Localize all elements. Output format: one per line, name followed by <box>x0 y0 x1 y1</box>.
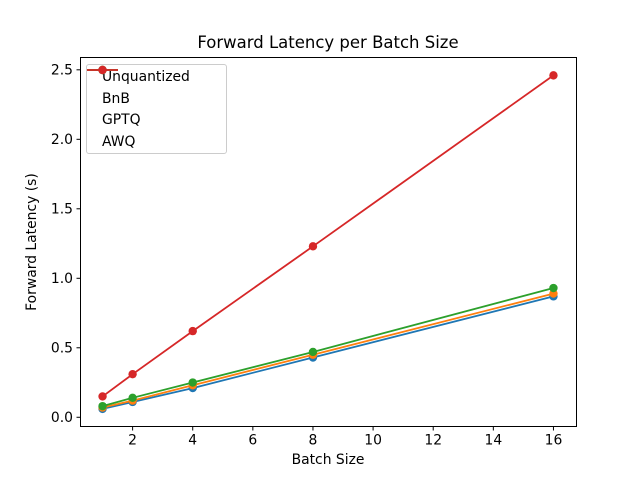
x-tick-label: 2 <box>128 433 137 449</box>
legend: Unquantized BnB GPTQ AWQ <box>86 64 227 154</box>
x-axis-label: Batch Size <box>291 452 365 468</box>
y-tick-label: 1.5 <box>51 202 73 218</box>
x-tick-label: 14 <box>484 433 502 449</box>
data-point-awq-16 <box>549 71 558 80</box>
chart-title: Forward Latency per Batch Size <box>197 33 459 52</box>
data-point-gptq-1 <box>98 401 107 411</box>
legend-item-bnb: BnB <box>87 65 226 110</box>
data-point-awq-4 <box>188 326 197 336</box>
data-point-awq-8 <box>308 242 318 251</box>
series-line-unquantized <box>102 295 554 410</box>
x-tick-label: 4 <box>188 433 197 449</box>
y-tick-label: 2.0 <box>51 132 73 148</box>
legend-label: BnB <box>102 90 130 107</box>
legend-label: Unquantized <box>102 68 190 85</box>
x-tick-label: 6 <box>248 433 257 449</box>
legend-item-awq: AWQ <box>87 65 226 153</box>
data-point-awq-2 <box>128 369 137 379</box>
legend-item-gptq: GPTQ <box>87 65 226 132</box>
x-tick-label: 16 <box>545 433 563 449</box>
x-tick-label: 10 <box>364 433 382 449</box>
data-point-gptq-4 <box>188 378 197 387</box>
data-point-gptq-16 <box>549 283 558 293</box>
y-tick-label: 0.0 <box>51 410 73 426</box>
series-line-bnb <box>102 292 554 409</box>
y-tick-label: 1.0 <box>51 271 73 287</box>
y-tick-label: 2.5 <box>51 63 73 79</box>
legend-label: AWQ <box>102 134 136 151</box>
x-tick-label: 8 <box>309 433 318 449</box>
y-axis-label: Forward Latency (s) <box>24 173 40 311</box>
data-point-gptq-2 <box>128 393 137 403</box>
data-point-awq-1 <box>98 392 107 401</box>
legend-line-marker-icon <box>87 65 118 75</box>
y-tick-label: 0.5 <box>51 341 73 357</box>
legend-label: GPTQ <box>102 112 141 129</box>
axes-spines <box>80 57 577 427</box>
x-tick-label: 12 <box>424 433 442 449</box>
data-point-gptq-8 <box>308 347 318 357</box>
